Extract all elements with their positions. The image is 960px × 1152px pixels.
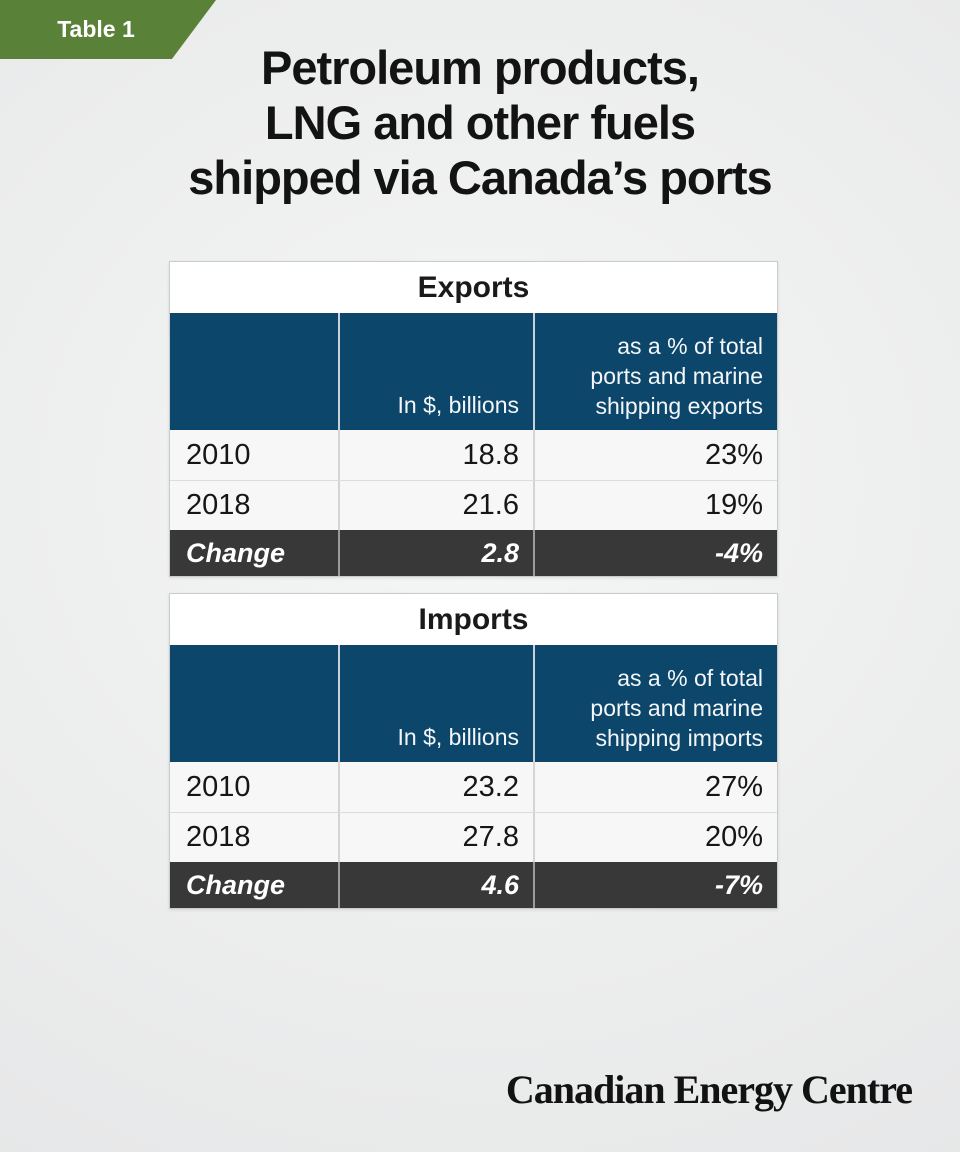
table-number-badge: Table 1 xyxy=(0,0,216,59)
table-row: 2010 18.8 23% xyxy=(170,430,777,480)
change-percent: -7% xyxy=(533,862,777,908)
year-cell: 2010 xyxy=(186,770,251,803)
table-row: 2018 27.8 20% xyxy=(170,812,777,862)
imports-percent-column-header: as a % of total ports and marine shippin… xyxy=(533,645,777,762)
exports-header-row: In $, billions as a % of total ports and… xyxy=(170,313,777,430)
table-row: 2010 23.2 27% xyxy=(170,762,777,812)
table-row: 2018 21.6 19% xyxy=(170,480,777,530)
percent-cell: 23% xyxy=(533,430,777,480)
table-number-label: Table 1 xyxy=(57,16,135,42)
imports-percent-header-line-3: shipping imports xyxy=(595,725,763,751)
imports-value-column-header: In $, billions xyxy=(338,645,533,762)
imports-header-empty-cell xyxy=(170,645,338,762)
value-cell: 18.8 xyxy=(338,430,533,480)
imports-change-row: Change 4.6 -7% xyxy=(170,862,777,908)
change-label: Change xyxy=(186,537,286,568)
exports-table-title: Exports xyxy=(170,262,777,313)
exports-change-row: Change 2.8 -4% xyxy=(170,530,777,576)
imports-percent-header-line-1: as a % of total xyxy=(617,665,763,691)
exports-percent-column-header: as a % of total ports and marine shippin… xyxy=(533,313,777,430)
percent-cell: 20% xyxy=(533,813,777,862)
imports-table-title: Imports xyxy=(170,594,777,645)
imports-table: Imports In $, billions as a % of total p… xyxy=(169,593,778,909)
page-title: Petroleum products, LNG and other fuels … xyxy=(0,40,960,205)
year-cell: 2018 xyxy=(186,489,251,521)
change-label: Change xyxy=(186,869,286,900)
percent-cell: 27% xyxy=(533,762,777,812)
percent-cell: 19% xyxy=(533,481,777,530)
exports-table: Exports In $, billions as a % of total p… xyxy=(169,261,778,577)
exports-percent-header-line-3: shipping exports xyxy=(595,393,764,419)
page-title-line-3: shipped via Canada’s ports xyxy=(188,151,772,204)
page-title-line-1: Petroleum products, xyxy=(260,41,700,94)
change-value: 2.8 xyxy=(338,530,533,576)
imports-header-row: In $, billions as a % of total ports and… xyxy=(170,645,777,762)
year-cell: 2018 xyxy=(186,821,251,853)
year-cell: 2010 xyxy=(186,438,251,471)
change-value: 4.6 xyxy=(338,862,533,908)
exports-percent-header-line-1: as a % of total xyxy=(617,333,763,359)
value-cell: 23.2 xyxy=(338,762,533,812)
exports-header-empty-cell xyxy=(170,313,338,430)
value-cell: 21.6 xyxy=(338,481,533,530)
page-title-line-2: LNG and other fuels xyxy=(264,96,696,149)
value-cell: 27.8 xyxy=(338,813,533,862)
exports-value-column-header: In $, billions xyxy=(338,313,533,430)
change-percent: -4% xyxy=(533,530,777,576)
imports-percent-header-line-2: ports and marine xyxy=(590,695,763,721)
exports-percent-header-line-2: ports and marine xyxy=(590,363,763,389)
brand-logo: Canadian Energy Centre xyxy=(505,1067,913,1112)
